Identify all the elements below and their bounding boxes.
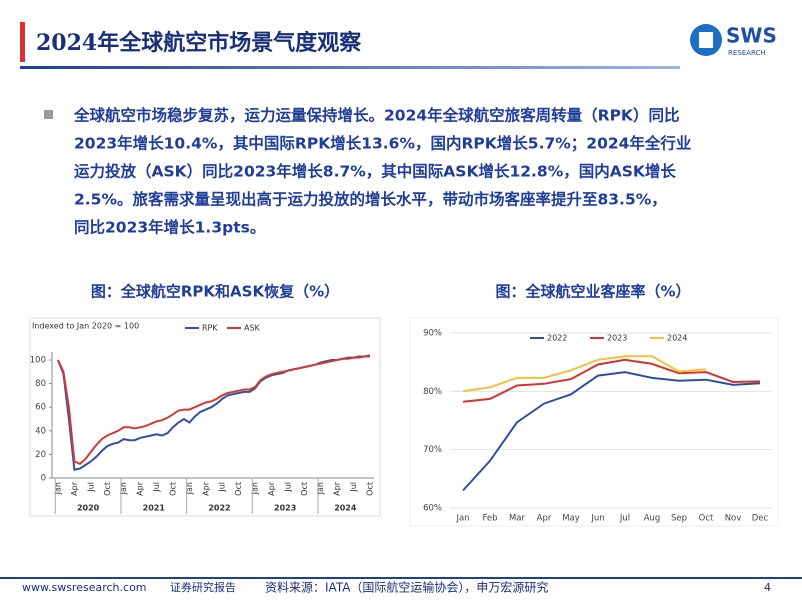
footer-rule (0, 577, 802, 579)
series-line (462, 358, 761, 403)
x-tick-label: Jan (251, 482, 260, 495)
x-tick-label: Feb (482, 514, 497, 524)
paragraph-line: 2023年增长10.4%，其中国际RPK增长13.6%，国内RPK增长5.7%；… (74, 134, 691, 153)
x-tick-label: Jan (119, 482, 128, 495)
year-label: 2021 (143, 504, 166, 513)
x-tick-label: Oct (300, 482, 309, 496)
footer-site: www.swsresearch.com (22, 581, 147, 594)
bullet (44, 110, 53, 119)
x-tick-label: Jun (590, 514, 604, 524)
logo-subtext: RESEARCH (728, 49, 766, 57)
footer-source: 资料来源：IATA（国际航空运输协会），申万宏源研究 (265, 580, 548, 595)
y-tick-label: 20 (35, 450, 46, 460)
legend-label: RPK (202, 324, 218, 333)
x-tick-label: Oct (168, 482, 177, 496)
x-tick-label: Mar (509, 514, 526, 524)
legend-label: ASK (244, 324, 261, 333)
x-tick-label: Jul (349, 482, 358, 493)
x-tick-label: Apr (70, 481, 79, 496)
x-tick-label: May (562, 514, 580, 524)
paragraph-line: 2.5%。旅客需求量呈现出高于运力投放的增长水平，带动市场客座率提升至83.5%… (74, 190, 667, 209)
year-label: 2020 (77, 504, 100, 513)
y-tick-label: 0 (41, 474, 46, 484)
paragraph-line: 全球航空市场稳步复苏，运力运量保持增长。2024年全球航空旅客周转量（RPK）同… (73, 106, 679, 125)
x-tick-label: Oct (234, 482, 243, 496)
x-tick-label: Apr (267, 481, 276, 496)
page-number: 4 (764, 581, 771, 594)
logo-icon-inner (699, 32, 713, 48)
title-accent (20, 22, 25, 62)
x-tick-label: Jul (152, 482, 161, 493)
x-tick-label: Jul (218, 482, 227, 493)
header-rule (20, 66, 680, 69)
slide-title: 2024年全球航空市场景气度观察 (36, 30, 362, 56)
y-tick-label: 90% (423, 329, 442, 339)
x-tick-label: Jan (185, 482, 194, 495)
legend-label: 2022 (547, 334, 567, 343)
x-tick-label: Jul (619, 514, 630, 524)
x-tick-label: Apr (333, 481, 342, 496)
x-tick-label: Oct (103, 482, 112, 496)
y-tick-label: 40 (35, 426, 46, 436)
series-line (57, 355, 370, 465)
x-tick-label: Apr (537, 514, 552, 524)
x-tick-label: Dec (752, 514, 769, 524)
x-tick-label: Oct (699, 514, 714, 524)
x-tick-label: Oct (366, 482, 375, 496)
series-line (462, 355, 707, 393)
x-tick-label: Aug (644, 514, 661, 524)
x-tick-label: Jan (455, 514, 469, 524)
x-tick-label: Jan (54, 482, 63, 495)
chart-caption: 图：全球航空业客座率（%） (495, 283, 690, 301)
x-tick-label: Nov (725, 514, 742, 524)
chart-note: Indexed to Jan 2020 = 100 (32, 322, 139, 331)
x-tick-label: Apr (136, 481, 145, 496)
y-tick-label: 60% (423, 504, 442, 514)
logo-text: SWS (726, 24, 777, 48)
legend-label: 2023 (607, 334, 627, 343)
year-label: 2023 (274, 504, 296, 513)
x-tick-label: Apr (201, 481, 210, 496)
series-line (57, 354, 371, 471)
series-line (462, 371, 761, 492)
y-tick-label: 60 (35, 403, 46, 413)
paragraph-line: 运力投放（ASK）同比2023年增长8.7%，其中国际ASK增长12.8%，国内… (74, 162, 676, 181)
x-tick-label: Jul (86, 482, 95, 493)
legend-label: 2024 (667, 334, 687, 343)
paragraph-line: 同比2023年增长1.3pts。 (74, 218, 265, 237)
y-tick-label: 80 (35, 379, 46, 389)
x-tick-label: Sep (671, 514, 687, 524)
x-tick-label: Jan (316, 482, 325, 495)
x-tick-label: Jul (283, 482, 292, 493)
year-label: 2024 (334, 504, 357, 513)
year-label: 2022 (208, 504, 230, 513)
y-tick-label: 80% (423, 387, 442, 397)
y-tick-label: 100 (30, 356, 46, 366)
y-tick-label: 70% (423, 445, 442, 455)
chart-frame (29, 317, 381, 517)
footer-tag: 证券研究报告 (170, 580, 236, 594)
chart-caption: 图：全球航空RPK和ASK恢复（%） (91, 283, 339, 301)
chart-frame (409, 317, 779, 527)
